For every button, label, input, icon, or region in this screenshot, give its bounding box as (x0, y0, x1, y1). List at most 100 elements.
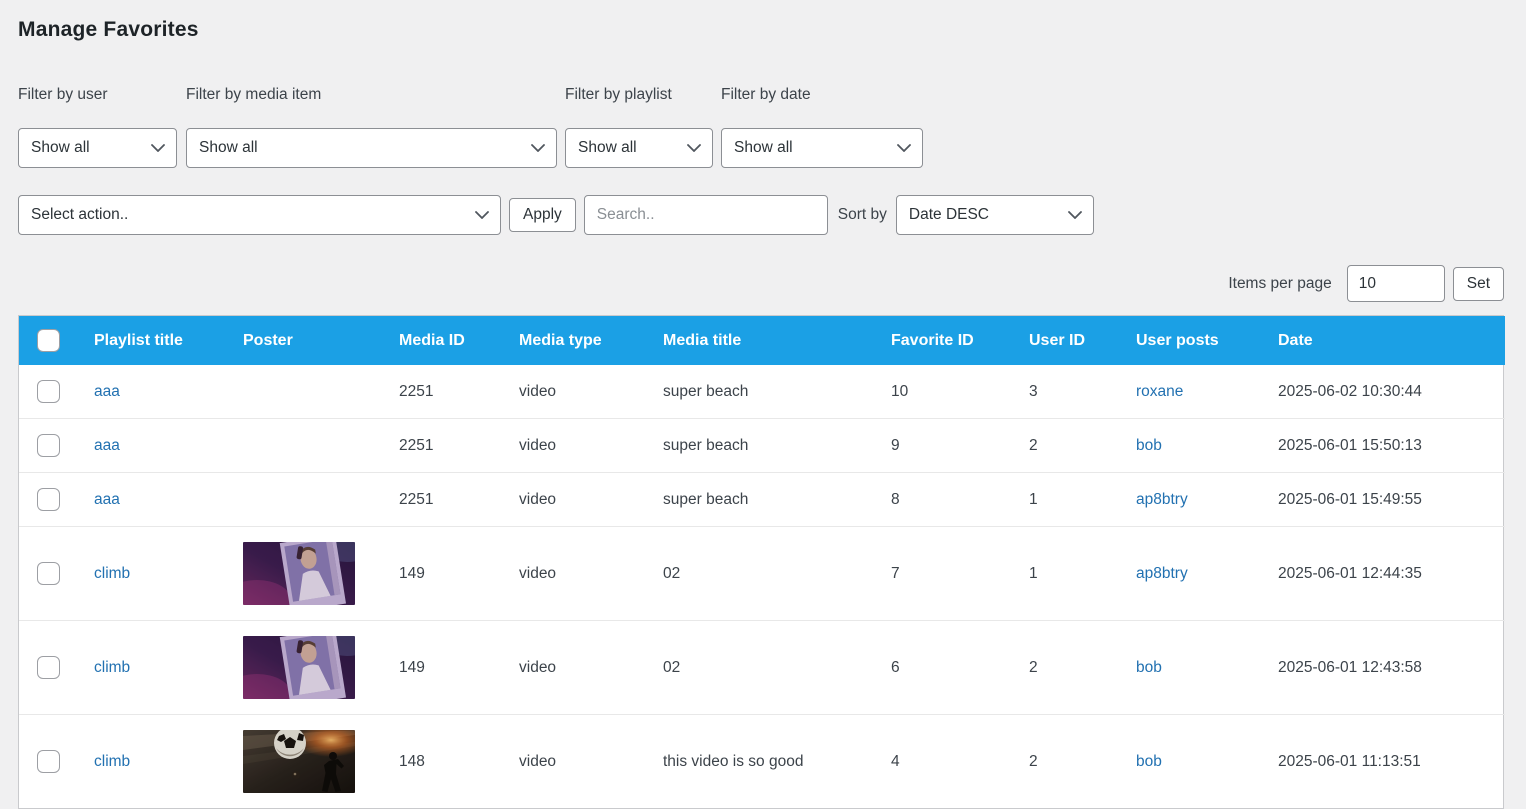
row-checkbox[interactable] (37, 750, 60, 773)
playlist-title-cell: aaa (81, 365, 230, 419)
media-title-cell: super beach (650, 473, 878, 527)
poster-image-soccer (243, 730, 355, 793)
column-header-user-id: User ID (1016, 316, 1123, 365)
column-header-user-posts: User posts (1123, 316, 1265, 365)
chevron-down-icon (687, 144, 701, 152)
user-posts-link[interactable]: ap8btry (1136, 491, 1188, 508)
playlist-title-link[interactable]: aaa (94, 437, 120, 454)
filters-row: Filter by user Show all Filter by media … (18, 86, 1504, 168)
favorite-id-cell: 10 (878, 365, 1016, 419)
media-id-cell: 149 (386, 527, 506, 621)
user-id-cell: 2 (1016, 419, 1123, 473)
poster-image-portrait (243, 542, 355, 605)
date-cell: 2025-06-01 15:50:13 (1265, 419, 1505, 473)
playlist-title-link[interactable]: climb (94, 565, 130, 582)
chevron-down-icon (1068, 211, 1082, 219)
chevron-down-icon (531, 144, 545, 152)
select-all-checkbox[interactable] (37, 329, 60, 352)
poster-cell (230, 419, 386, 473)
media-type-cell: video (506, 621, 650, 715)
user-id-cell: 2 (1016, 715, 1123, 809)
poster-thumbnail (243, 730, 355, 793)
user-id-cell: 1 (1016, 527, 1123, 621)
poster-cell (230, 365, 386, 419)
media-title-cell: 02 (650, 621, 878, 715)
column-header-playlist-title: Playlist title (81, 316, 230, 365)
media-id-cell: 149 (386, 621, 506, 715)
filter-by-media-item-label: Filter by media item (186, 86, 557, 104)
chevron-down-icon (151, 144, 165, 152)
media-id-cell: 2251 (386, 419, 506, 473)
manage-favorites-page: Manage Favorites Filter by user Show all… (0, 0, 1526, 809)
filter-by-playlist-select[interactable]: Show all (565, 128, 713, 168)
header-checkbox-cell (19, 316, 81, 365)
user-posts-link[interactable]: roxane (1136, 383, 1183, 400)
user-posts-link[interactable]: bob (1136, 437, 1162, 454)
date-cell: 2025-06-01 12:43:58 (1265, 621, 1505, 715)
row-checkbox[interactable] (37, 488, 60, 511)
favorites-table: Playlist title Poster Media ID Media typ… (18, 315, 1504, 809)
sort-by-value: Date DESC (909, 206, 989, 224)
items-per-page-label: Items per page (1228, 275, 1331, 293)
playlist-title-cell: climb (81, 715, 230, 809)
apply-button[interactable]: Apply (509, 198, 576, 232)
table-row: aaa 2251 video super beach 10 3 roxane 2… (19, 365, 1505, 419)
playlist-title-cell: climb (81, 527, 230, 621)
column-header-media-title: Media title (650, 316, 878, 365)
date-cell: 2025-06-02 10:30:44 (1265, 365, 1505, 419)
media-type-cell: video (506, 527, 650, 621)
row-checkbox[interactable] (37, 434, 60, 457)
table-row: aaa 2251 video super beach 9 2 bob 2025-… (19, 419, 1505, 473)
filter-by-media-item-value: Show all (199, 139, 258, 157)
media-type-cell: video (506, 715, 650, 809)
playlist-title-link[interactable]: climb (94, 659, 130, 676)
media-title-cell: this video is so good (650, 715, 878, 809)
filter-by-playlist-label: Filter by playlist (565, 86, 713, 104)
row-checkbox[interactable] (37, 562, 60, 585)
table-row: aaa 2251 video super beach 8 1 ap8btry 2… (19, 473, 1505, 527)
media-id-cell: 2251 (386, 473, 506, 527)
bulk-action-select[interactable]: Select action.. (18, 195, 501, 235)
playlist-title-link[interactable]: climb (94, 753, 130, 770)
sort-by-select[interactable]: Date DESC (896, 195, 1094, 235)
row-checkbox-cell (19, 419, 81, 473)
row-checkbox[interactable] (37, 656, 60, 679)
table-header-row: Playlist title Poster Media ID Media typ… (19, 316, 1505, 365)
user-posts-cell: ap8btry (1123, 527, 1265, 621)
items-per-page-row: Items per page Set (18, 265, 1504, 302)
column-header-favorite-id: Favorite ID (878, 316, 1016, 365)
media-title-cell: 02 (650, 527, 878, 621)
items-per-page-input[interactable] (1347, 265, 1445, 302)
row-checkbox-cell (19, 621, 81, 715)
table-row: climb 148 video th (19, 715, 1505, 809)
poster-cell (230, 473, 386, 527)
actions-row: Select action.. Apply Sort by Date DESC (18, 195, 1504, 235)
set-button[interactable]: Set (1453, 267, 1504, 301)
date-cell: 2025-06-01 15:49:55 (1265, 473, 1505, 527)
filter-by-media-item-select[interactable]: Show all (186, 128, 557, 168)
poster-cell (230, 527, 386, 621)
media-type-cell: video (506, 473, 650, 527)
filter-by-date-value: Show all (734, 139, 793, 157)
column-header-media-type: Media type (506, 316, 650, 365)
sort-by-label: Sort by (838, 206, 887, 224)
user-posts-link[interactable]: bob (1136, 659, 1162, 676)
column-header-media-id: Media ID (386, 316, 506, 365)
favorite-id-cell: 7 (878, 527, 1016, 621)
row-checkbox[interactable] (37, 380, 60, 403)
chevron-down-icon (897, 144, 911, 152)
filter-by-date-select[interactable]: Show all (721, 128, 923, 168)
playlist-title-link[interactable]: aaa (94, 383, 120, 400)
poster-thumbnail (243, 636, 355, 699)
user-posts-link[interactable]: bob (1136, 753, 1162, 770)
favorite-id-cell: 8 (878, 473, 1016, 527)
column-header-date: Date (1265, 316, 1505, 365)
page-title: Manage Favorites (18, 18, 1504, 42)
user-posts-link[interactable]: ap8btry (1136, 565, 1188, 582)
row-checkbox-cell (19, 473, 81, 527)
playlist-title-link[interactable]: aaa (94, 491, 120, 508)
filter-by-user-select[interactable]: Show all (18, 128, 177, 168)
row-checkbox-cell (19, 365, 81, 419)
chevron-down-icon (475, 211, 489, 219)
search-input[interactable] (584, 195, 828, 235)
